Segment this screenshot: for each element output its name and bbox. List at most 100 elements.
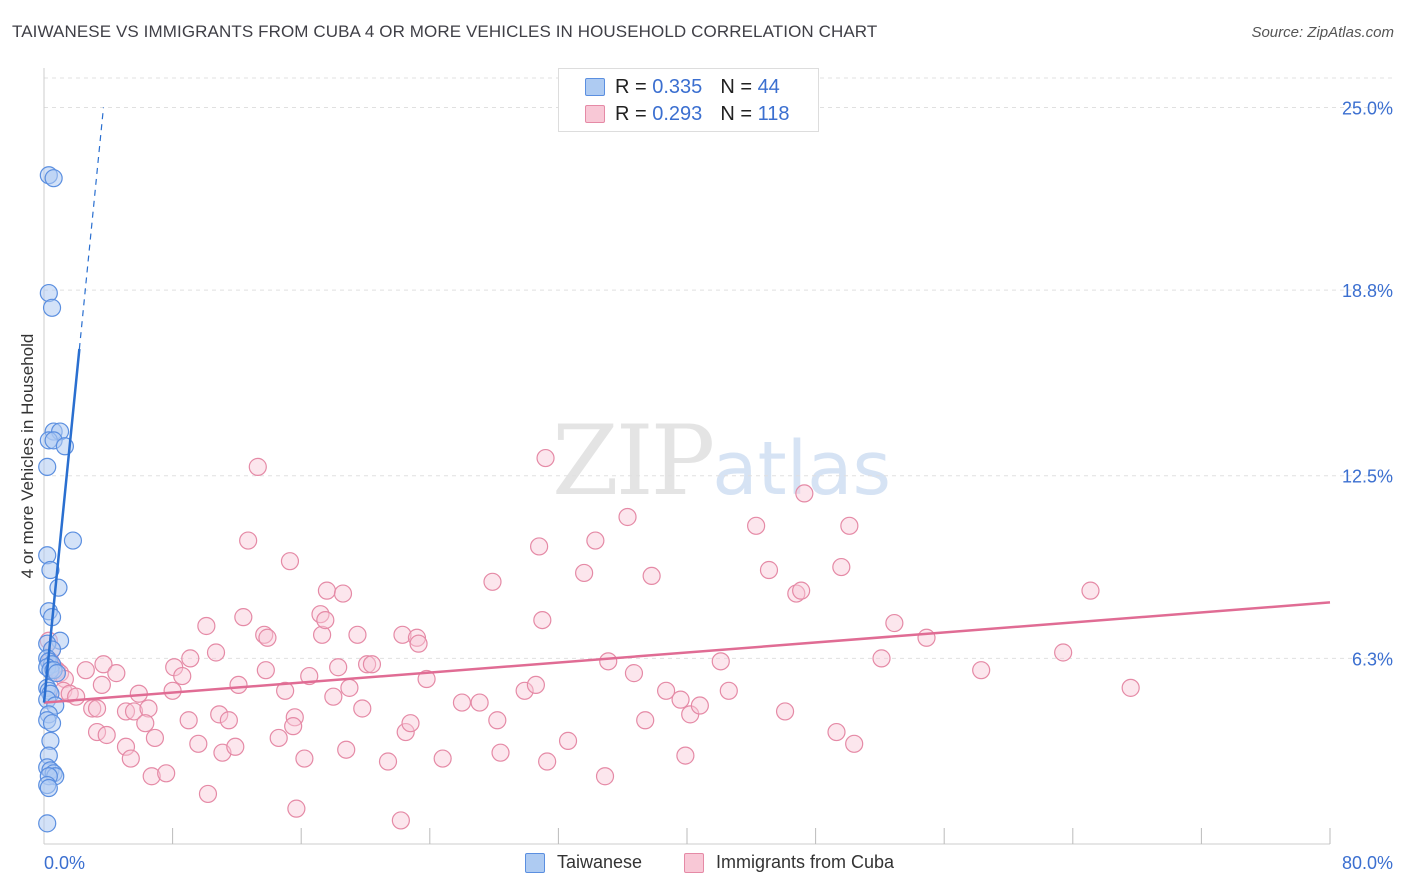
taiwanese-legend-icon xyxy=(525,852,545,873)
taiwanese-point xyxy=(42,298,62,317)
taiwanese-point xyxy=(38,814,57,833)
cuba-point xyxy=(845,734,864,753)
taiwanese-trend-line xyxy=(42,348,81,703)
cuba-point xyxy=(538,752,557,771)
cuba-point xyxy=(226,737,245,756)
cuba-point xyxy=(491,743,510,762)
cuba-trend-line xyxy=(43,601,1331,704)
cuba-point xyxy=(229,675,248,695)
cuba-point xyxy=(515,681,534,700)
cuba-point xyxy=(353,699,372,718)
legend-n-value: 44 xyxy=(757,75,780,98)
legend-r-label: R = xyxy=(615,75,647,98)
cuba-point xyxy=(642,566,661,586)
cuba-point xyxy=(575,563,594,583)
cuba-point xyxy=(832,557,851,577)
cuba-point xyxy=(142,767,161,786)
cuba-point xyxy=(324,687,343,706)
cuba-points xyxy=(39,448,1140,830)
cuba-point xyxy=(840,516,859,535)
taiwanese-point xyxy=(47,664,66,683)
cuba-point xyxy=(624,664,644,683)
cuba-point xyxy=(526,675,545,695)
cuba-point xyxy=(586,531,605,550)
cuba-point xyxy=(417,669,436,689)
cuba-point xyxy=(348,625,367,644)
cuba-point xyxy=(121,749,140,768)
cuba-point xyxy=(362,655,382,674)
cuba-point xyxy=(452,693,472,712)
cuba-point xyxy=(189,734,208,753)
cuba-point xyxy=(269,728,288,748)
cuba-point xyxy=(340,678,359,697)
cuba-point xyxy=(599,652,618,671)
cuba-point xyxy=(1121,678,1140,697)
cuba-point xyxy=(139,699,158,718)
legend-r-value: 0.293 xyxy=(652,102,703,125)
cuba-point xyxy=(329,658,348,677)
cuba-point xyxy=(787,584,806,603)
cuba-point xyxy=(239,531,258,550)
cuba-point xyxy=(795,484,814,503)
cuba-point xyxy=(536,448,555,468)
taiwanese-point xyxy=(42,714,62,733)
cuba-point xyxy=(972,661,991,680)
cuba-point xyxy=(206,643,226,662)
cuba-point xyxy=(337,740,356,759)
taiwanese-point xyxy=(44,169,63,188)
cuba-point xyxy=(470,693,489,712)
cuba-point xyxy=(792,581,811,600)
cuba-point xyxy=(657,681,676,700)
cuba-point xyxy=(316,610,335,630)
cuba-point xyxy=(711,652,730,671)
correlation-legend: R = 0.335 N = 44 R = 0.293 N = 118 xyxy=(558,68,819,132)
axes xyxy=(43,68,1331,845)
cuba-point xyxy=(87,699,107,718)
legend-r-value: 0.335 xyxy=(652,75,703,98)
taiwanese-point xyxy=(39,778,58,798)
x-tick-label-min: 0.0% xyxy=(44,853,85,873)
cuba-legend-icon xyxy=(684,852,704,873)
cuba-point xyxy=(76,661,95,680)
cuba-point xyxy=(719,681,738,700)
cuba-point xyxy=(671,690,690,709)
cuba-point xyxy=(255,625,274,644)
cuba-point xyxy=(917,628,936,647)
bottom-legend-cuba: Immigrants from Cuba xyxy=(684,852,894,873)
cuba-point xyxy=(300,666,319,686)
cuba-point xyxy=(219,711,238,730)
cuba-point xyxy=(530,537,549,556)
cuba-point xyxy=(197,616,216,636)
cuba-point xyxy=(234,608,253,627)
cuba-legend-label: Immigrants from Cuba xyxy=(716,852,895,872)
cuba-swatch-icon xyxy=(585,105,605,123)
cuba-point xyxy=(391,811,410,830)
y-tick-label: 18.8% xyxy=(1342,281,1393,301)
cuba-point xyxy=(333,584,353,603)
legend-n-label: N = xyxy=(720,75,752,98)
cuba-point xyxy=(595,767,615,786)
cuba-point xyxy=(558,731,578,750)
taiwanese-point xyxy=(41,560,60,580)
y-tick-label: 12.5% xyxy=(1342,467,1393,487)
cuba-point xyxy=(107,664,126,683)
cuba-point xyxy=(885,613,904,633)
bottom-legend-taiwanese: Taiwanese xyxy=(525,852,642,873)
cuba-point xyxy=(179,711,198,730)
cuba-point xyxy=(872,649,891,668)
cuba-point xyxy=(284,717,303,736)
chart-title: TAIWANESE VS IMMIGRANTS FROM CUBA 4 OR M… xyxy=(12,22,878,41)
taiwanese-points xyxy=(38,166,83,833)
cuba-point xyxy=(136,714,155,733)
cuba-point xyxy=(1081,581,1100,600)
cuba-point xyxy=(636,711,655,730)
taiwanese-point xyxy=(38,546,57,565)
watermark-zip: ZIP xyxy=(552,405,715,517)
cuba-point xyxy=(258,628,277,647)
tick-labels: 6.3% 12.5% 18.8% 25.0% 0.0% 80.0% xyxy=(44,98,1393,873)
cuba-point xyxy=(747,516,766,535)
watermark-atlas: atlas xyxy=(712,426,892,512)
cuba-point xyxy=(256,661,275,680)
cuba-point xyxy=(94,655,113,674)
